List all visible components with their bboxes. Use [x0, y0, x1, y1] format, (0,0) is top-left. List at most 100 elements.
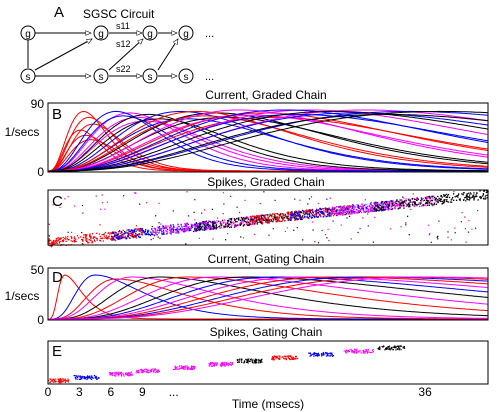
gating-spike-cluster-1 [90, 377, 92, 379]
graded-spike-band-3 [237, 219, 240, 221]
graded-spike-band-7 [482, 193, 485, 195]
graded-spike-band-3 [236, 224, 238, 226]
gating-spike-cluster-10 [392, 346, 394, 348]
graded-spike-band-6 [341, 212, 343, 214]
graded-spike-band-1 [136, 234, 138, 236]
graded-spike-band-6 [386, 208, 388, 210]
graded-spike-band-0 [110, 231, 112, 234]
graded-spike-band-6 [411, 198, 413, 200]
graded-spike-band-6 [351, 207, 353, 209]
graded-spike-band-4 [333, 210, 335, 212]
graded-spike-band-1 [138, 230, 140, 232]
graded-spike-band-6 [430, 197, 432, 199]
gating-spike-cluster-7 [286, 355, 288, 357]
gating-spike-cluster-2 [125, 372, 127, 374]
graded-spike-band-4 [326, 208, 328, 210]
graded-spike-noise [82, 243, 84, 245]
graded-spike-band-3 [229, 223, 231, 225]
graded-spike-band-0 [58, 241, 60, 243]
graded-spike-band-7 [451, 201, 453, 203]
graded-spike-band-2 [205, 228, 208, 230]
node-g-label: g [98, 29, 104, 40]
gating-spike-cluster-8 [321, 353, 323, 355]
circuit-node-s1: s [20, 68, 36, 84]
graded-spike-band-3 [260, 217, 263, 220]
graded-spike-band-7 [457, 194, 459, 196]
graded-spike-band-5 [338, 212, 341, 215]
graded-spike-band-0 [62, 236, 64, 239]
gating-spike-cluster-0 [62, 378, 64, 380]
graded-spike-band-4 [330, 215, 332, 217]
gating-spike-cluster-1 [80, 375, 82, 378]
graded-spike-band-4 [267, 219, 270, 221]
gating-spike-cluster-8 [322, 352, 324, 354]
gating-spike-cluster-4 [181, 367, 183, 369]
graded-spike-band-2 [239, 222, 242, 224]
graded-spike-band-1 [163, 231, 165, 234]
node-g-label: g [147, 29, 153, 40]
panel-e: Spikes, Gating Chain E 0 3 6 9... 36 Time (m… [45, 325, 489, 411]
graded-spike-band-1 [120, 230, 122, 233]
graded-spike-band-2 [152, 231, 155, 234]
graded-spike-band-0 [111, 238, 113, 240]
graded-spike-band-1 [191, 226, 194, 228]
graded-spike-band-4 [311, 211, 314, 213]
gating-spike-cluster-6 [247, 362, 249, 364]
graded-spike-band-3 [256, 220, 258, 222]
graded-spike-band-7 [454, 196, 456, 198]
gating-spike-cluster-6 [251, 362, 253, 364]
gating-spike-cluster-9 [345, 351, 347, 353]
graded-spike-noise [317, 242, 320, 244]
graded-spike-band-2 [193, 225, 195, 227]
gating-spike-cluster-2 [120, 373, 122, 375]
graded-spike-band-5 [319, 211, 321, 213]
graded-spike-band-4 [268, 222, 270, 224]
graded-spike-band-1 [141, 229, 143, 231]
graded-spike-band-6 [330, 214, 333, 216]
gating-spike-cluster-7 [293, 358, 295, 360]
graded-spike-band-2 [156, 231, 158, 233]
graded-spike-noise [430, 241, 432, 243]
graded-spike-band-1 [148, 230, 150, 232]
gating-spike-cluster-4 [182, 368, 184, 370]
graded-spike-noise [67, 196, 69, 198]
gating-spike-cluster-5 [212, 362, 214, 364]
graded-spike-band-7 [408, 202, 410, 204]
graded-spike-band-5 [346, 212, 348, 214]
graded-spike-band-3 [270, 220, 272, 222]
graded-spike-band-5 [328, 212, 330, 215]
graded-spike-band-3 [209, 228, 211, 230]
graded-spike-band-5 [336, 209, 338, 211]
graded-spike-band-0 [139, 230, 141, 232]
graded-spike-band-4 [329, 211, 331, 213]
graded-spike-band-6 [340, 213, 342, 215]
graded-spike-band-4 [264, 220, 267, 222]
gating-spike-cluster-5 [215, 362, 217, 364]
graded-spike-band-0 [73, 239, 75, 241]
graded-spike-band-0 [76, 235, 79, 237]
graded-spike-band-2 [216, 222, 218, 224]
graded-spike-band-1 [213, 222, 215, 224]
graded-spike-band-5 [292, 213, 295, 215]
graded-spike-band-0 [140, 230, 142, 232]
graded-spike-noise [222, 192, 224, 194]
graded-spike-band-7 [455, 195, 457, 197]
graded-spike-band-2 [213, 221, 216, 223]
graded-spike-band-3 [288, 212, 290, 214]
graded-spike-band-6 [362, 209, 364, 211]
gating-spike-cluster-6 [245, 359, 247, 361]
graded-spike-band-0 [94, 240, 96, 242]
gating-current-curve-4 [48, 276, 489, 320]
gating-spike-cluster-10 [395, 346, 397, 348]
gating-spike-cluster-7 [271, 357, 273, 359]
graded-spike-band-7 [431, 200, 434, 202]
graded-spike-noise [314, 241, 316, 243]
graded-spike-band-1 [112, 231, 115, 234]
gating-spike-cluster-4 [182, 367, 185, 369]
gating-spike-cluster-4 [176, 366, 178, 368]
gating-spike-cluster-10 [402, 347, 404, 349]
gating-spike-cluster-5 [212, 364, 214, 366]
graded-spike-band-5 [295, 217, 297, 219]
graded-spike-band-3 [204, 225, 206, 227]
graded-spike-band-4 [277, 217, 279, 220]
